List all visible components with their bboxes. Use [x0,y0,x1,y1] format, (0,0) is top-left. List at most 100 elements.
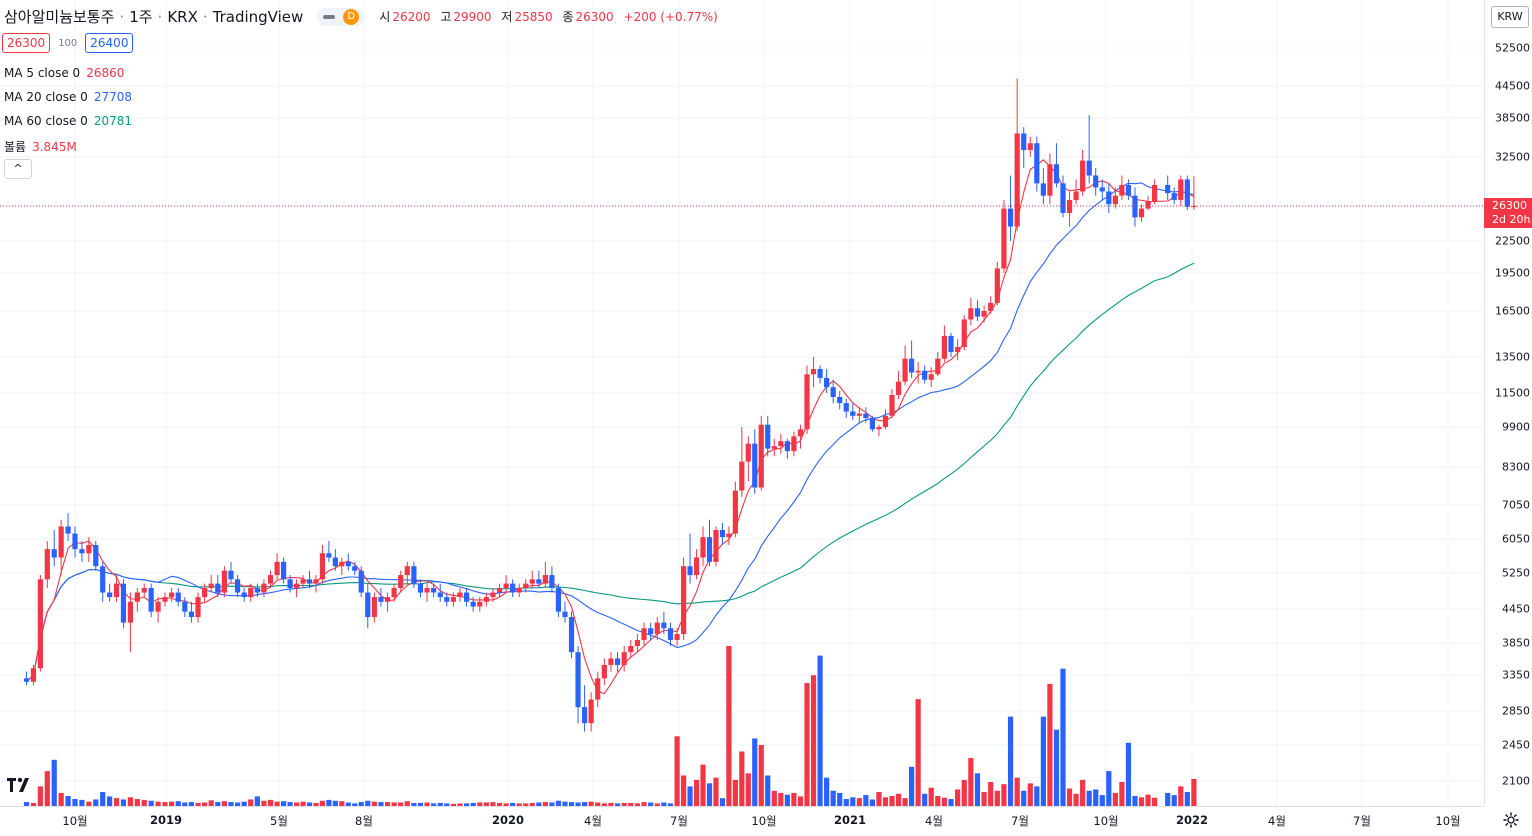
candle-body [417,583,424,593]
change-value: +200 (+0.77%) [623,10,718,24]
candle-body [195,597,201,618]
candle-body [470,601,476,607]
candle-body [687,566,693,576]
candle-body [141,588,147,593]
volume-bar [994,790,1000,806]
candle-body [215,583,221,593]
visibility-toggle[interactable]: D [317,7,366,26]
volume-bar [928,787,934,806]
candle-body [339,561,345,567]
candle-body [120,583,127,623]
candle-body [208,583,214,589]
candle-body [536,579,542,584]
candle-body [1119,184,1125,196]
volume-bar [988,782,994,806]
price-tick: 4450 [1502,602,1530,616]
volume-bar [195,802,201,806]
candle-body [483,597,489,602]
volume-bar [687,786,693,806]
candle-body [300,579,306,584]
ask-button[interactable]: 26400 [85,33,134,53]
candle-body [549,575,555,589]
volume-bar [93,799,99,806]
price-tick: 52500 [1495,41,1530,55]
candle-body [628,646,634,653]
low-value: 25850 [514,10,553,24]
volume-bar [869,799,875,806]
candle-body [241,592,247,598]
candle-body [378,597,384,602]
time-tick: 2020 [491,813,525,827]
candle-body [44,549,50,580]
price-tick: 2450 [1502,738,1530,752]
candle-body [706,537,713,562]
volume-bar [1171,795,1177,806]
chart-pane[interactable] [0,0,1484,806]
volume-bar [1145,794,1151,806]
tradingview-logo-icon[interactable] [6,776,32,794]
candle-body [365,592,371,618]
candle-body [86,545,92,554]
volume-bar [1086,790,1092,806]
volume-bar [634,803,641,806]
candle-body [319,553,326,580]
volume-bar [648,802,654,806]
candle-body [37,579,43,669]
candle-body [1125,184,1132,196]
volume-bar [654,803,660,806]
legend-ma20[interactable]: MA 20 close 0 27708 [4,90,138,104]
volume-bar [726,646,732,806]
volume-bar [575,802,581,806]
candle-body [127,601,133,623]
eye-icon[interactable] [323,14,336,19]
candle-body [889,394,895,416]
volume-bar [850,797,856,806]
open-value: 26200 [392,10,431,24]
bid-button[interactable]: 26300 [2,33,51,53]
separator-dot: · [202,7,208,26]
volume-bar [1191,778,1197,806]
candle-body [1080,160,1086,192]
ma60-line [26,262,1195,683]
price-tick: 11500 [1495,386,1530,400]
collapse-legend-button[interactable]: ^ [4,159,32,179]
legend-ma5[interactable]: MA 5 close 0 26860 [4,66,130,80]
candle-body [732,490,738,534]
candle-body [188,611,195,618]
candle-body [902,358,908,382]
legend-volume[interactable]: 볼륨 3.845M [4,138,83,155]
volume-bar [529,802,535,806]
currency-selector[interactable]: KRW [1491,6,1529,28]
candle-body [791,436,797,452]
candle-body [1086,160,1092,176]
volume-bar [1184,792,1190,806]
volume-bar [79,799,85,806]
volume-bar [1119,782,1125,806]
volume-bar [614,803,621,806]
price-chart-svg[interactable] [0,0,1484,806]
volume-bar [758,744,764,806]
legend-ma60[interactable]: MA 60 close 0 20781 [4,114,138,128]
volume-bar [141,799,147,806]
time-tick: 2021 [833,813,867,827]
candle-body [391,588,397,598]
d-badge-icon[interactable]: D [343,8,360,25]
candle-body [134,592,140,602]
candle-body [254,588,260,593]
candle-body [65,526,71,534]
time-axis[interactable]: 10월 2019 5월 8월 2020 4월 7월 10월 2021 4월 7월 10월 2022 4월 7… [0,806,1484,836]
price-axis[interactable]: 52500 44500 38500 32500 22500 19500 16500 13500… [1484,0,1532,806]
candle-body [928,374,934,380]
gear-icon[interactable] [1503,812,1519,828]
volume-bar [120,799,127,806]
candle-body [358,570,364,593]
symbol-name[interactable]: 삼아알미늄보통주 [4,8,115,26]
volume-bar [674,736,680,806]
legend-ma20-value: 27708 [93,90,133,104]
spread-value: 100 [58,37,78,49]
candle-body [1132,195,1138,218]
interval-label[interactable]: 1주 [129,8,153,26]
volume-bar [681,775,687,806]
candle-body [641,628,647,640]
volume-bar [287,802,293,806]
